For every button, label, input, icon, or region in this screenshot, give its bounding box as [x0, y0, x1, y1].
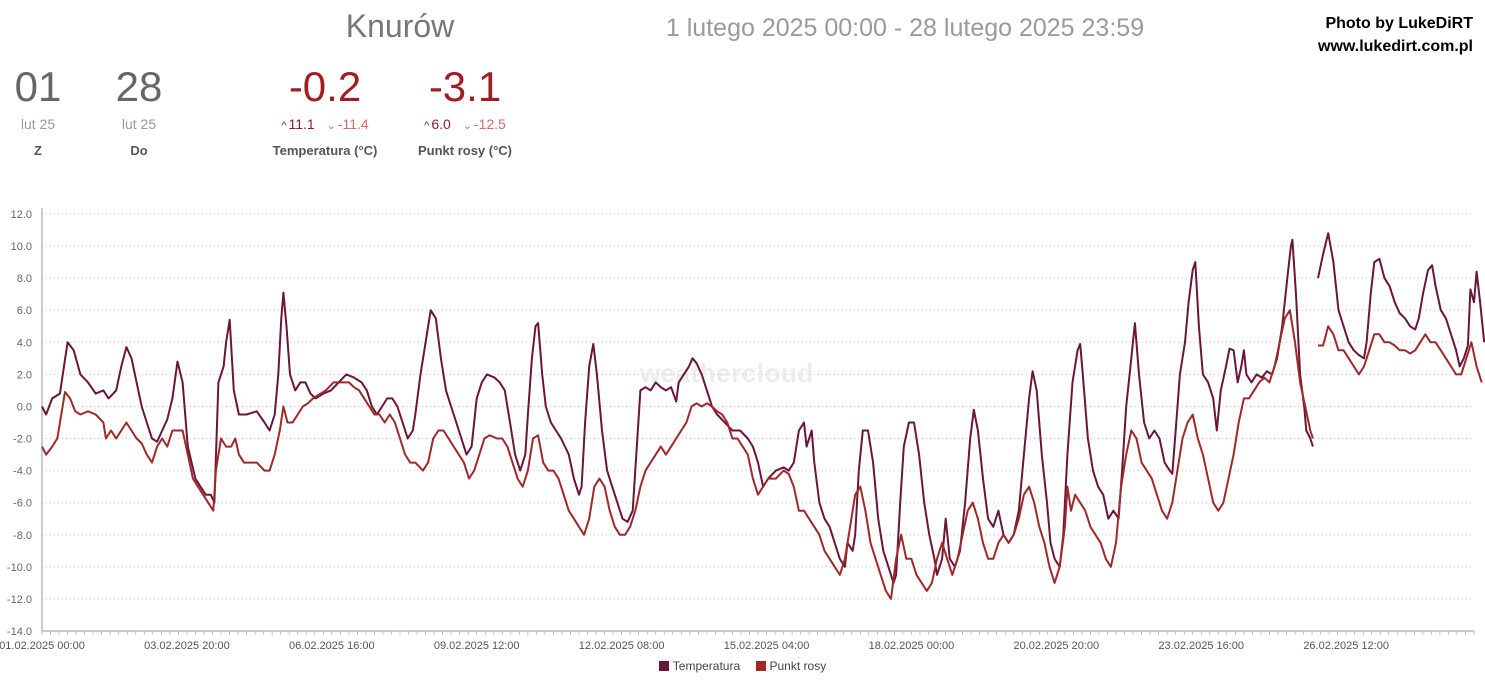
- y-tick-label: -2.0: [13, 434, 32, 446]
- y-tick-label: 8.0: [17, 273, 32, 285]
- temperature-max: ^ 11.1: [281, 116, 314, 132]
- y-tick-label: 2.0: [17, 369, 32, 381]
- temperature-current: -0.2: [288, 63, 362, 110]
- temperature-min-value: -11.4: [337, 116, 369, 132]
- y-tick-label: 4.0: [17, 337, 32, 349]
- credit-url: www.lukedirt.com.pl: [1318, 38, 1473, 55]
- dewpoint-min: ⌄ -12.5: [463, 116, 506, 132]
- x-tick-label: 26.02.2025 12:00: [1303, 640, 1389, 652]
- dewpoint-max: ^ 6.0: [424, 116, 451, 132]
- date-range: 1 lutego 2025 00:00 - 28 lutego 2025 23:…: [665, 14, 1145, 42]
- caret-down-icon: ⌄: [326, 120, 336, 132]
- y-tick-label: -6.0: [13, 498, 32, 510]
- legend-swatch-dewpoint: [755, 661, 766, 671]
- caret-up-icon: ^: [281, 120, 287, 132]
- credit-author: Photo by LukeDiRT: [1325, 15, 1473, 32]
- y-tick-label: -14.0: [7, 626, 32, 638]
- x-tick-label: 12.02.2025 08:00: [579, 640, 665, 652]
- y-tick-label: -12.0: [7, 594, 32, 606]
- from-month: lut 25: [20, 116, 56, 132]
- stat-from: 01 lut 25 Z: [8, 62, 68, 158]
- x-tick-label: 03.02.2025 20:00: [144, 640, 230, 652]
- y-tick-label: 6.0: [17, 305, 32, 317]
- caret-down-icon: ⌄: [462, 120, 472, 132]
- caret-up-icon: ^: [424, 120, 430, 132]
- y-tick-label: -10.0: [7, 562, 32, 574]
- x-tick-label: 18.02.2025 00:00: [869, 640, 955, 652]
- x-tick-label: 06.02.2025 16:00: [289, 640, 375, 652]
- x-tick-label: 23.02.2025 16:00: [1158, 640, 1244, 652]
- from-label: Z: [34, 143, 42, 158]
- y-tick-label: 10.0: [11, 241, 32, 253]
- series-line-temperature: [41, 238, 1314, 584]
- to-month: lut 25: [121, 116, 157, 132]
- temperature-label: Temperatura (°C): [272, 143, 378, 158]
- photo-credit: Photo by LukeDiRT www.lukedirt.com.pl: [1318, 12, 1473, 58]
- x-tick-label: 20.02.2025 20:00: [1014, 640, 1100, 652]
- legend-item-temperature[interactable]: Temperatura: [658, 659, 741, 673]
- dewpoint-min-value: -12.5: [473, 116, 506, 132]
- stat-temperature: -0.2 ^ 11.1 ⌄ -11.4 Temperatura (°C): [255, 62, 395, 158]
- dewpoint-label: Punkt rosy (°C): [417, 143, 513, 158]
- x-tick-label: 01.02.2025 00:00: [0, 640, 85, 652]
- legend-swatch-temperature: [658, 661, 669, 671]
- to-day: 28: [115, 63, 163, 110]
- dewpoint-current: -3.1: [428, 63, 502, 110]
- y-tick-label: 0.0: [17, 401, 32, 413]
- location-title: Knurów: [345, 8, 455, 44]
- x-tick-label: 09.02.2025 12:00: [434, 640, 520, 652]
- x-tick-label: 15.02.2025 04:00: [724, 640, 810, 652]
- series-line-dewpoint: [41, 309, 1314, 600]
- y-tick-label: 12.0: [11, 209, 32, 221]
- stat-dewpoint: -3.1 ^ 6.0 ⌄ -12.5 Punkt rosy (°C): [400, 62, 530, 158]
- legend-label-temperature: Temperatura: [672, 659, 741, 673]
- y-tick-label: -4.0: [13, 466, 32, 478]
- legend-item-dewpoint[interactable]: Punkt rosy: [755, 659, 827, 673]
- chart-legend: Temperatura Punkt rosy: [0, 659, 1485, 673]
- weathercloud-watermark: weathercloud: [640, 358, 814, 388]
- to-label: Do: [130, 143, 148, 158]
- y-tick-label: -8.0: [13, 530, 32, 542]
- line-chart: 12.0 10.0 8.0 6.0 4.0 2.0 0.0 -2.0 -4.0 -6.0 -8.0 -…: [0, 208, 1485, 652]
- stat-to: 28 lut 25 Do: [108, 62, 170, 158]
- series-line-dewpoint: [1318, 325, 1483, 383]
- series-line-temperature: [1317, 232, 1485, 368]
- temperature-max-value: 11.1: [288, 116, 315, 132]
- dewpoint-max-value: 6.0: [431, 116, 451, 132]
- legend-label-dewpoint: Punkt rosy: [769, 659, 827, 673]
- temperature-min: ⌄ -11.4: [327, 116, 369, 132]
- from-day: 01: [14, 63, 62, 110]
